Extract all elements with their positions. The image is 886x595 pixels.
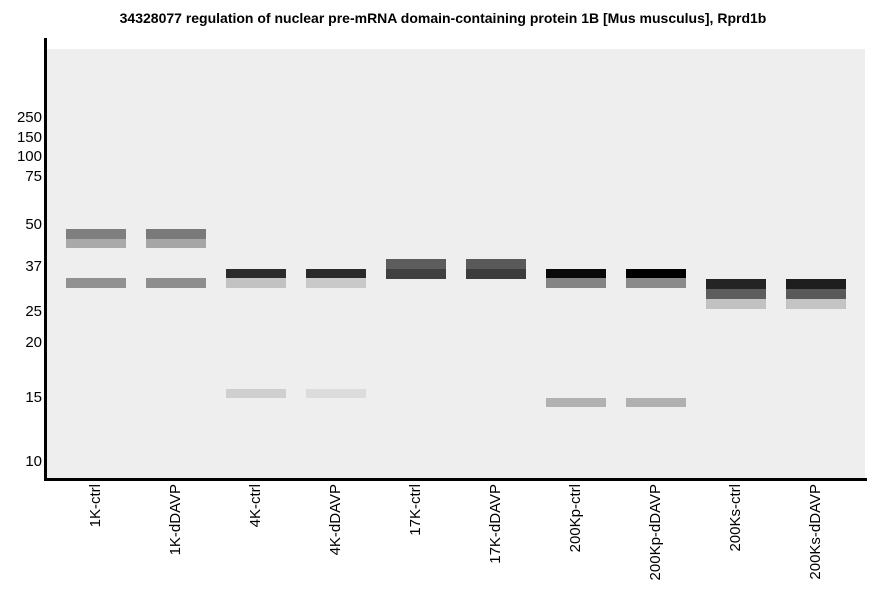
band-200ks-ctrl-33kda <box>706 279 766 289</box>
band-200kp-ddavp-35kda <box>626 269 686 278</box>
gel-plot-area <box>47 49 865 478</box>
band-200ks-ddavp-33kda <box>786 289 846 299</box>
marker-label-75: 75 <box>25 168 42 185</box>
lane-label-1k-ctrl: 1K-ctrl <box>87 484 104 528</box>
lane-label-200kp-ddavp: 200Kp-dDAVP <box>647 484 664 581</box>
band-1k-ddavp-34kda <box>146 278 206 288</box>
marker-label-150: 150 <box>16 129 42 146</box>
lane-label-4k-ddavp: 4K-dDAVP <box>327 484 344 556</box>
marker-label-100: 100 <box>16 148 42 165</box>
band-4k-ddavp-35kda <box>306 269 366 278</box>
band-1k-ctrl-45kda <box>66 239 126 248</box>
band-200kp-ctrl-15kda <box>546 398 606 407</box>
band-17k-ddavp-37kda <box>466 269 526 279</box>
band-17k-ctrl-37kda <box>386 259 446 269</box>
marker-label-25: 25 <box>25 303 42 320</box>
band-4k-ctrl-16kda <box>226 389 286 398</box>
y-axis-line <box>44 38 47 481</box>
band-200kp-ctrl-35kda <box>546 278 606 288</box>
marker-label-250: 250 <box>16 109 42 126</box>
marker-label-37: 37 <box>25 258 42 275</box>
marker-label-50: 50 <box>25 216 42 233</box>
marker-label-15: 15 <box>25 389 42 406</box>
band-4k-ddavp-16kda <box>306 389 366 398</box>
band-4k-ctrl-35kda <box>226 269 286 278</box>
lane-label-200kp-ctrl: 200Kp-ctrl <box>567 484 584 553</box>
band-1k-ddavp-45kda <box>146 229 206 239</box>
x-axis-line <box>44 478 867 481</box>
band-200ks-ctrl-33kda <box>706 289 766 299</box>
band-200ks-ddavp-33kda <box>786 299 846 309</box>
band-17k-ddavp-37kda <box>466 259 526 269</box>
lane-label-4k-ctrl: 4K-ctrl <box>247 484 264 528</box>
band-4k-ddavp-35kda <box>306 278 366 288</box>
lane-label-1k-ddavp: 1K-dDAVP <box>167 484 184 556</box>
lane-label-200ks-ctrl: 200Ks-ctrl <box>727 484 744 552</box>
lane-label-17k-ctrl: 17K-ctrl <box>407 484 424 536</box>
band-4k-ctrl-35kda <box>226 278 286 288</box>
band-1k-ctrl-34kda <box>66 278 126 288</box>
band-200kp-ctrl-35kda <box>546 269 606 278</box>
band-200ks-ctrl-33kda <box>706 299 766 309</box>
band-200kp-ddavp-35kda <box>626 278 686 288</box>
band-200kp-ddavp-15kda <box>626 398 686 407</box>
marker-label-10: 10 <box>25 453 42 470</box>
band-200ks-ddavp-33kda <box>786 279 846 289</box>
lane-label-17k-ddavp: 17K-dDAVP <box>487 484 504 564</box>
band-17k-ctrl-37kda <box>386 269 446 279</box>
band-1k-ctrl-45kda <box>66 229 126 239</box>
marker-label-20: 20 <box>25 334 42 351</box>
figure-title: 34328077 regulation of nuclear pre-mRNA … <box>119 10 767 26</box>
lane-label-200ks-ddavp: 200Ks-dDAVP <box>807 484 824 580</box>
band-1k-ddavp-45kda <box>146 239 206 248</box>
